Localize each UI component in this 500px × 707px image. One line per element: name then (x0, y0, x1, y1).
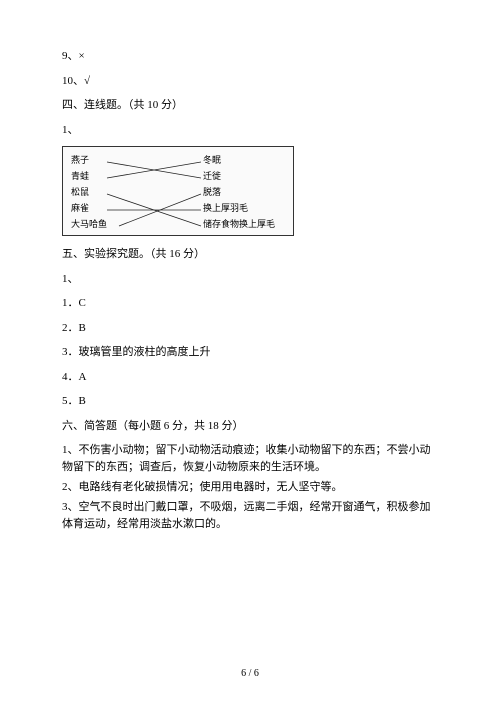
section-5-a5: 5．B (62, 393, 438, 410)
section-4-q1: 1、 (62, 122, 438, 139)
diagram-right-1: 迁徙 (203, 169, 285, 182)
section-5-a2: 2．B (62, 320, 438, 337)
diagram-left-2: 松鼠 (71, 185, 89, 198)
diagram-right-0: 冬眠 (203, 153, 285, 166)
diagram-left-4: 大马哈鱼 (71, 217, 107, 230)
diagram-right-4: 储存食物换上厚毛 (203, 217, 285, 230)
section-4-title: 四、连线题。（共 10 分） (62, 97, 438, 114)
section-6-a3: 3、空气不良时出门戴口罩，不吸烟，远离二手烟，经常开窗通气，积极参加体育运动，经… (62, 499, 438, 533)
diagram-right-3: 换上厚羽毛 (203, 201, 285, 214)
section-5-a3: 3．玻璃管里的液柱的高度上升 (62, 344, 438, 361)
page-footer: 6 / 6 (0, 668, 500, 679)
matching-diagram: 燕子 青蛙 松鼠 麻雀 大马哈鱼 冬眠 迁徙 脱落 换上厚羽毛 储存食物换上厚毛 (62, 146, 294, 236)
diagram-right-2: 脱落 (203, 185, 285, 198)
section-5-title: 五、实验探究题。（共 16 分） (62, 246, 438, 263)
section-5-a1: 1．C (62, 295, 438, 312)
section-5-a4: 4．A (62, 369, 438, 386)
section-6-title: 六、简答题（每小题 6 分，共 18 分） (62, 418, 438, 435)
diagram-left-1: 青蛙 (71, 169, 89, 182)
section-6-a2: 2、电路线有老化破损情况；使用用电器时，无人坚守等。 (62, 479, 438, 496)
section-6-a1: 1、不伤害小动物；留下小动物活动痕迹；收集小动物留下的东西；不尝小动物留下的东西… (62, 442, 438, 476)
answer-9: 9、× (62, 48, 438, 65)
diagram-left-0: 燕子 (71, 153, 89, 166)
diagram-left-3: 麻雀 (71, 201, 89, 214)
section-5-q1: 1、 (62, 271, 438, 288)
answer-10: 10、√ (62, 73, 438, 90)
